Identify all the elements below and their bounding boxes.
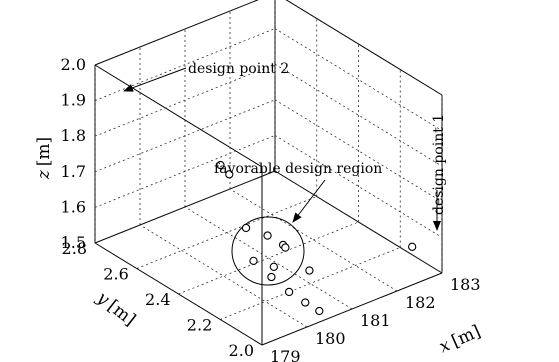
- annotation-design-point-2: design point 2: [188, 61, 289, 77]
- x-tick-label: 180: [315, 329, 346, 348]
- arrow-favorable-region: [292, 179, 326, 223]
- grid-line: [261, 272, 443, 346]
- tick-labels: 1.5 1.6 1.7 1.8 1.9 2.0 2.0 2.2 2.4 2.6 2.8 179 180 1…: [61, 55, 481, 362]
- x-tick-label: 183: [450, 275, 481, 294]
- z-tick-label: 1.6: [61, 197, 86, 216]
- annotation-design-point-1: design point 1: [431, 114, 447, 215]
- y-tick-label: 2.0: [229, 341, 254, 360]
- favorable-region-circle: [231, 216, 305, 286]
- grid-line: [94, 63, 276, 137]
- x-tick-label: 182: [405, 293, 436, 312]
- box-edge: [94, 64, 263, 168]
- grid-line: [136, 196, 317, 269]
- grid-line: [94, 170, 276, 244]
- data-point: [249, 256, 258, 265]
- grid-line: [220, 247, 401, 320]
- grid-line: [94, 0, 259, 66]
- z-axis-label: z[m]: [34, 137, 54, 180]
- x-tick-label: 179: [270, 347, 301, 362]
- z-tick-label: 1.9: [61, 91, 86, 110]
- x-tick-label: 181: [360, 311, 391, 330]
- grid-line: [94, 28, 276, 101]
- data-point: [267, 272, 276, 282]
- z-tick-label: 2.0: [61, 55, 86, 74]
- data-points: [216, 160, 417, 316]
- y-tick-label: 2.8: [62, 239, 87, 258]
- annotation-favorable-region: favorable design region: [214, 161, 382, 177]
- data-point: [284, 287, 294, 297]
- data-point: [281, 243, 290, 252]
- x-axis-label: x[m]: [436, 322, 483, 358]
- grid-line: [94, 135, 276, 208]
- data-point: [269, 262, 278, 271]
- data-point: [408, 242, 417, 251]
- grid-lines: [94, 0, 443, 346]
- data-point: [305, 266, 314, 275]
- z-tick-label: 1.8: [61, 126, 86, 145]
- data-point: [241, 223, 251, 233]
- data-point: [315, 306, 324, 316]
- y-tick-label: 2.6: [103, 265, 128, 284]
- y-axis-label: y[m]: [92, 287, 139, 330]
- grid-line: [178, 221, 359, 295]
- data-point: [225, 170, 234, 179]
- z-tick-label: 1.5: [61, 233, 86, 252]
- data-point: [216, 160, 225, 170]
- grid-line: [139, 224, 308, 328]
- arrow-design-point-2: [123, 67, 187, 92]
- data-point: [301, 298, 310, 307]
- box-edge: [285, 0, 443, 96]
- z-tick-label: 1.7: [61, 162, 86, 181]
- y-tick-label: 2.4: [145, 290, 170, 309]
- data-point: [263, 231, 272, 240]
- y-tick-label: 2.2: [187, 316, 212, 335]
- grid-line: [94, 99, 276, 173]
